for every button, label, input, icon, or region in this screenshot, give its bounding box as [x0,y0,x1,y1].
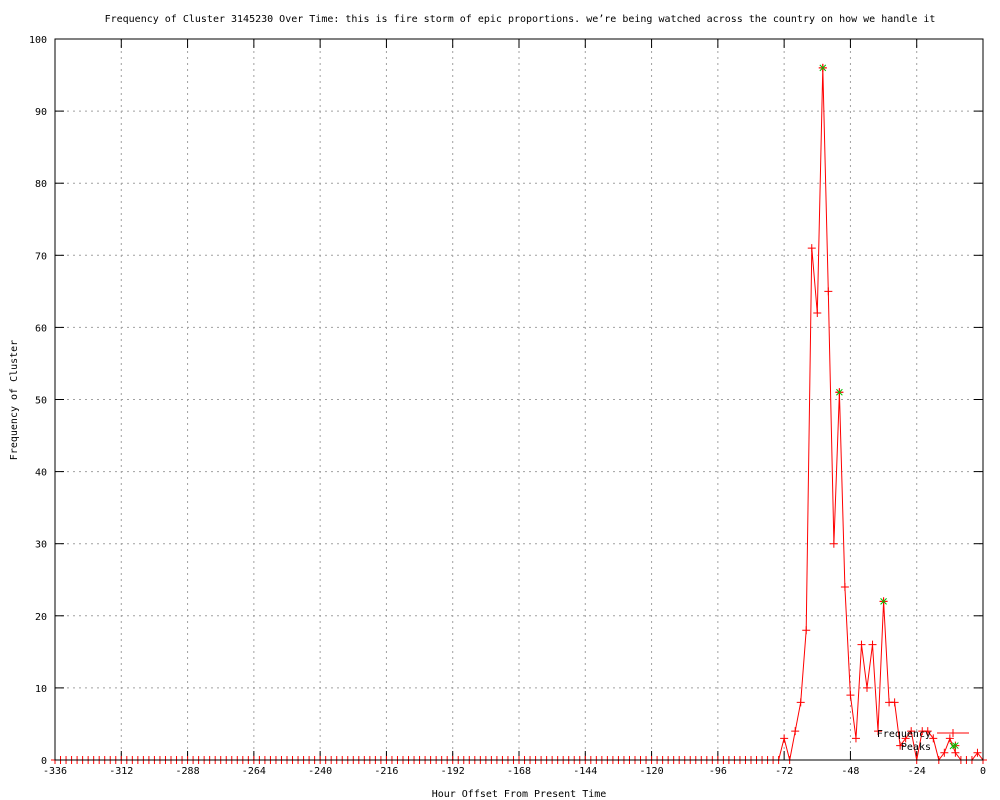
x-tick-label: -216 [374,766,398,777]
y-tick-label: 80 [35,179,47,190]
frequency-point [868,640,877,649]
y-tick-label: 90 [35,107,47,118]
frequency-point [807,244,816,253]
x-axis-label: Hour Offset From Present Time [432,789,607,800]
y-tick-label: 100 [29,35,47,46]
frequency-point [907,727,916,736]
x-tick-label: -192 [441,766,465,777]
frequency-point [840,582,849,591]
frequency-point [829,539,838,548]
frequency-point [791,727,800,736]
x-tick-label: -96 [709,766,727,777]
frequency-point [901,734,910,743]
peak-point [836,388,843,396]
y-tick-label: 50 [35,396,47,407]
frequency-point [802,626,811,635]
legend-marker-peaks [949,742,957,750]
y-tick-label: 20 [35,612,47,623]
frequency-point [813,308,822,317]
x-tick-label: -288 [176,766,200,777]
legend-label-frequency: Frequency [877,729,931,740]
legend-label-peaks: Peaks [901,742,931,753]
peak-point [880,598,887,605]
y-tick-label: 60 [35,323,47,334]
x-tick-label: -144 [573,766,597,777]
frequency-point [973,748,982,757]
y-tick-label: 30 [35,540,47,551]
peak-point [952,742,959,749]
peak-point [819,64,827,72]
x-tick-label: -312 [109,766,133,777]
frequency-point [824,287,833,296]
frequency-point [846,691,855,700]
frequency-point [780,734,789,743]
x-tick-label: -336 [43,766,67,777]
x-tick-label: -24 [908,766,926,777]
x-tick-label: -48 [841,766,859,777]
x-tick-label: -240 [308,766,332,777]
frequency-point [945,734,954,743]
y-axis-label: Frequency of Cluster [9,340,20,460]
x-tick-label: -264 [242,766,266,777]
frequency-point [951,748,960,757]
frequency-point [896,741,905,750]
frequency-point [940,748,949,757]
y-tick-label: 70 [35,251,47,262]
frequency-point [890,698,899,707]
frequency-point [857,640,866,649]
frequency-point [929,734,938,743]
y-tick-label: 10 [35,684,47,695]
frequency-point [863,683,871,692]
frequency-point [874,727,883,736]
plot-frame [54,38,984,761]
chart-title: Frequency of Cluster 3145230 Over Time: … [105,14,936,25]
legend: Frequency Peaks [877,729,969,753]
y-tick-label: 40 [35,468,47,479]
legend-marker-frequency [949,729,957,737]
frequency-point [796,698,805,707]
x-tick-label: -72 [775,766,793,777]
x-tick-label: 0 [980,766,986,777]
x-tick-label: -120 [640,766,664,777]
x-tick-label: -168 [507,766,531,777]
frequency-point [923,727,932,736]
axis-ticks: -336 -312 -288 -264 -240 -216 -192 -168 -144 -120… [29,35,986,777]
y-tick-label: 0 [41,756,47,767]
frequency-point [851,734,860,743]
grid [55,39,983,760]
